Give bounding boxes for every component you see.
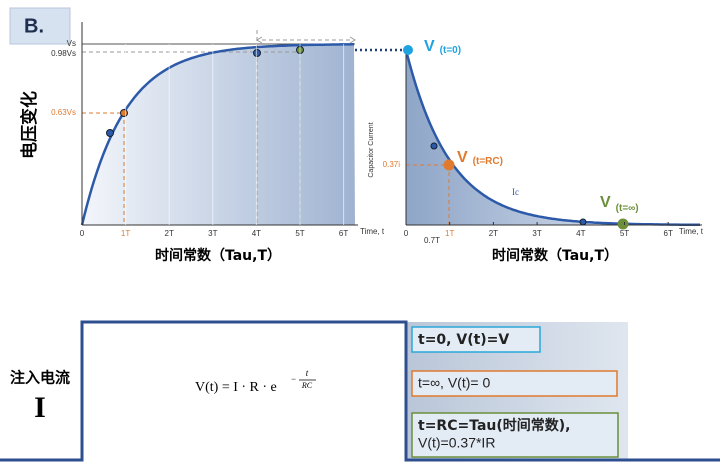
note-box [411, 326, 541, 353]
y-axis-title: Capacitor Current [368, 122, 375, 177]
x-tick-label: 6T [664, 229, 673, 238]
note: t=0, V(t)=V [418, 332, 509, 348]
x-axis-title: 时间常数（Tau,T） [155, 247, 281, 264]
point [430, 142, 438, 150]
formula-exp-sign: − [291, 374, 296, 384]
x-tick-label: 3T [208, 229, 217, 238]
formula-exp-num: t [306, 368, 309, 378]
current-curve [404, 49, 700, 227]
arrow-head [256, 36, 356, 44]
x-tick-label: 4T [252, 229, 261, 238]
formula-exp-den: RC [301, 381, 313, 390]
x-tick-label: 5T [620, 229, 629, 238]
y-tick-label: 0.63Vs [51, 108, 76, 117]
x-tick-label: 0 [404, 229, 409, 238]
point-label: V (t=RC) [457, 149, 503, 166]
pulse [0, 320, 720, 462]
note: t=RC=Tau(时间常数), [418, 417, 570, 434]
curve-label: Ic [512, 187, 519, 197]
y-tick-label: Vs [67, 39, 76, 48]
x-tick-label: 2T [489, 229, 498, 238]
point [617, 218, 629, 230]
x-tick-label: 3T [532, 229, 541, 238]
point-label: V (t=0) [424, 38, 461, 55]
x-tick-label: 2T [165, 229, 174, 238]
x-axis-end: Time, t [679, 227, 704, 236]
x-axis-end: Time, t [360, 227, 385, 236]
point [579, 218, 587, 226]
y-axis-title: 电压变化 [19, 91, 40, 159]
x-tick-label: 0 [80, 229, 85, 238]
x-tick-label: 4T [576, 229, 585, 238]
x-tick-label: 6T [339, 229, 348, 238]
y-tick-label: 0.37i [383, 160, 401, 169]
note: t=∞, V(t)= 0 [418, 375, 490, 391]
area-fill [82, 44, 355, 225]
point-label: V (t=∞) [600, 194, 639, 213]
note: V(t)=0.37*IR [418, 435, 495, 451]
formula: V(t) = I · R · e [195, 380, 277, 395]
charge-curve [80, 43, 354, 226]
x-tick-label: 1T [445, 229, 454, 238]
y-tick-label: 0.98Vs [51, 49, 76, 58]
area-fill [406, 50, 700, 225]
x-tick-label: 5T [295, 229, 304, 238]
x-tick-label: 0.7T [424, 236, 440, 245]
point [106, 129, 114, 137]
point [403, 45, 413, 55]
note-box [411, 370, 618, 397]
input-symbol: I [34, 391, 46, 424]
input-label: 注入电流 [10, 369, 70, 387]
x-tick-label: 1T [121, 229, 130, 238]
note-box [411, 412, 619, 458]
panel-label-box [9, 7, 71, 45]
point [253, 49, 261, 57]
x-axis-title: 时间常数（Tau,T） [492, 247, 618, 264]
panel-label: B. [24, 15, 44, 37]
point [443, 159, 455, 171]
point [120, 109, 128, 117]
